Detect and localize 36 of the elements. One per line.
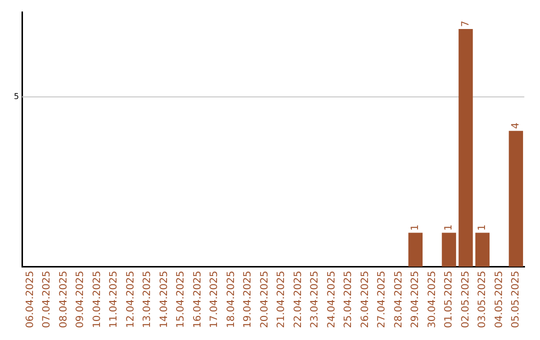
data-label: 4 xyxy=(510,122,522,129)
x-tick-label: 18.04.2025 xyxy=(226,270,237,328)
x-tick-label: 12.04.2025 xyxy=(125,270,136,328)
data-label: 7 xyxy=(460,20,472,27)
data-label: 1 xyxy=(410,224,422,231)
x-tick-label: 13.04.2025 xyxy=(142,270,154,328)
x-tick-label: 21.04.2025 xyxy=(276,270,288,328)
x-tick-label: 03.05.2025 xyxy=(477,270,488,328)
x-tick-label: 07.04.2025 xyxy=(42,270,53,328)
x-tick-label: 23.04.2025 xyxy=(310,270,321,328)
data-label: 1 xyxy=(477,224,488,231)
x-tick-label: 06.04.2025 xyxy=(24,270,36,328)
x-tick-label: 01.05.2025 xyxy=(444,270,455,328)
x-tick-label: 30.04.2025 xyxy=(426,270,438,328)
x-tick-label: 16.04.2025 xyxy=(192,270,204,328)
x-tick-label: 25.04.2025 xyxy=(343,270,354,328)
x-tick-label: 11.04.2025 xyxy=(108,270,120,328)
x-tick-label: 19.04.2025 xyxy=(242,270,254,328)
x-tick-label: 17.04.2025 xyxy=(209,270,220,328)
x-tick-label: 20.04.2025 xyxy=(259,270,270,328)
x-tick-label: 02.05.2025 xyxy=(460,270,472,328)
x-tick-label: 24.04.2025 xyxy=(326,270,338,328)
x-tick-label: 15.04.2025 xyxy=(176,270,187,328)
ref-line-label: 5 xyxy=(14,92,19,101)
x-tick-label: 10.04.2025 xyxy=(92,270,103,328)
x-tick-label: 29.04.2025 xyxy=(410,270,422,328)
x-tick-label: 14.04.2025 xyxy=(158,270,170,328)
x-tick-label: 08.04.2025 xyxy=(58,270,70,328)
x-tick-label: 05.05.2025 xyxy=(510,270,522,328)
x-tick-label: 27.04.2025 xyxy=(376,270,388,328)
x-tick-label: 22.04.2025 xyxy=(292,270,304,328)
x-tick-label: 26.04.2025 xyxy=(360,270,371,328)
x-tick-label: 28.04.2025 xyxy=(393,270,404,328)
data-label: 1 xyxy=(444,224,455,231)
x-tick-label: 09.04.2025 xyxy=(75,270,86,328)
x-tick-label: 04.05.2025 xyxy=(494,270,505,328)
